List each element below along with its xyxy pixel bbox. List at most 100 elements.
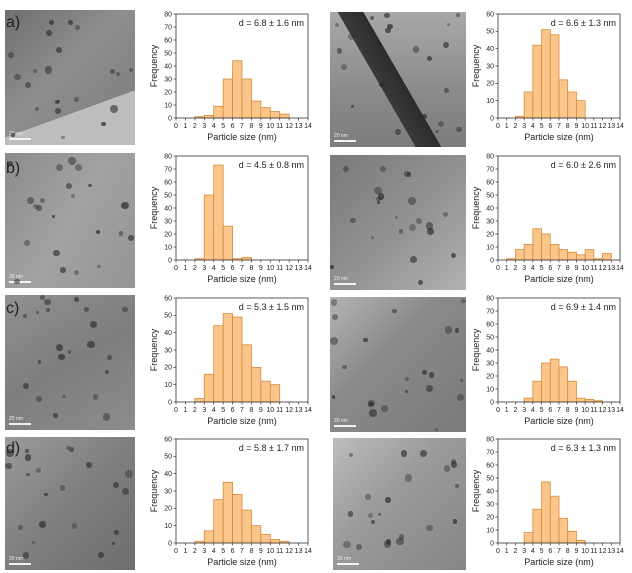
y-tick-label: 20 [486,231,494,238]
y-axis-label: Frequency [471,186,481,229]
nanoparticle [394,215,398,219]
x-tick-label: 7 [240,123,244,130]
nanoparticle [392,309,397,314]
x-tick-label: 5 [540,407,544,414]
x-tick-label: 13 [607,548,615,555]
nanoparticle [57,99,61,103]
x-tick-label: 12 [285,265,293,272]
size-annotation: d = 6.3 ± 1.3 nm [551,443,616,453]
y-tick-label: 0 [490,540,494,547]
x-tick-label: 14 [304,123,312,130]
histogram-b-left: 0 1 2 3 4 5 6 7 8 9 10 11 12 13 1401020304050607080Par… [149,153,312,284]
histogram-bar [523,244,534,261]
x-tick-label: 4 [531,123,535,130]
nanoparticle [22,382,29,389]
y-tick-label: 80 [486,295,494,302]
nanoparticle [408,197,416,206]
y-axis-label: Frequency [149,44,159,87]
nanoparticle [412,46,420,53]
nanoparticle [44,65,53,74]
nanoparticle [350,217,356,223]
x-tick-label: 8 [566,548,570,555]
y-tick-label: 40 [164,205,172,212]
nanoparticle [415,218,422,225]
y-tick-label: 0 [168,540,172,547]
histogram-bar [532,228,542,261]
x-tick-label: 0 [174,407,178,414]
x-tick-label: 9 [259,548,263,555]
y-tick-label: 70 [486,308,494,315]
x-tick-label: 14 [616,407,624,414]
nanoparticle [398,534,405,541]
nanoparticle [54,99,59,104]
nanoparticle [97,264,101,269]
histogram-bar [532,508,542,544]
nanoparticle [53,413,58,418]
nanoparticle [421,113,428,120]
x-tick-label: 10 [266,265,274,272]
nanoparticle [74,24,81,31]
nanoparticle [407,172,412,177]
histogram-bar [232,494,243,544]
x-tick-label: 0 [496,123,500,130]
tem-image-a-left: 20 nm [5,10,135,145]
x-tick-label: 14 [304,548,312,555]
x-tick-label: 12 [599,265,607,272]
scale-bar-label: 20 nm [334,133,348,139]
x-axis-label: Particle size (nm) [524,416,594,426]
nanoparticle [394,128,401,135]
size-annotation: d = 5.8 ± 1.7 nm [239,443,304,453]
histogram-bar [523,91,534,119]
nanoparticle [428,372,435,378]
x-tick-label: 0 [496,407,500,414]
tem-image-b-right: 20 nm [330,155,466,290]
x-tick-label: 1 [183,407,187,414]
nanoparticle [36,205,42,211]
nanoparticle [379,166,386,173]
nanoparticle [330,337,338,345]
x-tick-label: 13 [295,265,303,272]
y-tick-label: 10 [164,382,172,389]
nanoparticle [92,394,98,400]
nanoparticle [62,394,66,399]
histogram-bar [260,107,271,119]
nanoparticle [350,105,354,109]
x-tick-label: 7 [557,123,561,130]
x-tick-label: 7 [557,407,561,414]
nanoparticle [55,343,64,352]
tem-image-a-right: 20 nm [330,12,466,147]
x-tick-label: 13 [295,548,303,555]
x-tick-label: 5 [221,123,225,130]
x-tick-label: 1 [505,407,509,414]
x-tick-label: 14 [304,265,312,272]
nanoparticle [36,468,42,473]
histogram-c-left: 0 1 2 3 4 5 6 7 8 9 10 11 12 13 140102030405060Particl… [149,295,312,426]
nanoparticle [455,328,460,333]
y-tick-label: 80 [486,436,494,443]
x-tick-label: 7 [240,407,244,414]
x-tick-label: 14 [616,548,624,555]
nanoparticle [68,447,74,452]
scale-bar [9,281,31,283]
nanoparticle [370,15,375,20]
y-tick-label: 10 [486,527,494,534]
x-tick-label: 9 [574,123,578,130]
x-tick-label: 4 [212,123,216,130]
nanoparticle [46,308,51,312]
nanoparticle [348,453,354,458]
nanoparticle [14,279,20,285]
x-tick-label: 2 [193,548,197,555]
x-tick-label: 10 [581,123,589,130]
histogram-bar [523,532,534,544]
x-tick-label: 2 [193,265,197,272]
y-tick-label: 10 [486,98,494,105]
nanoparticle [11,133,16,137]
nanoparticle [71,523,78,529]
scale-bar-label: 20 nm [9,556,23,562]
x-tick-label: 0 [496,548,500,555]
y-tick-label: 50 [486,475,494,482]
nanoparticle [331,299,338,306]
x-tick-label: 1 [505,265,509,272]
nanoparticle [44,298,52,306]
histogram-bar [213,164,224,261]
